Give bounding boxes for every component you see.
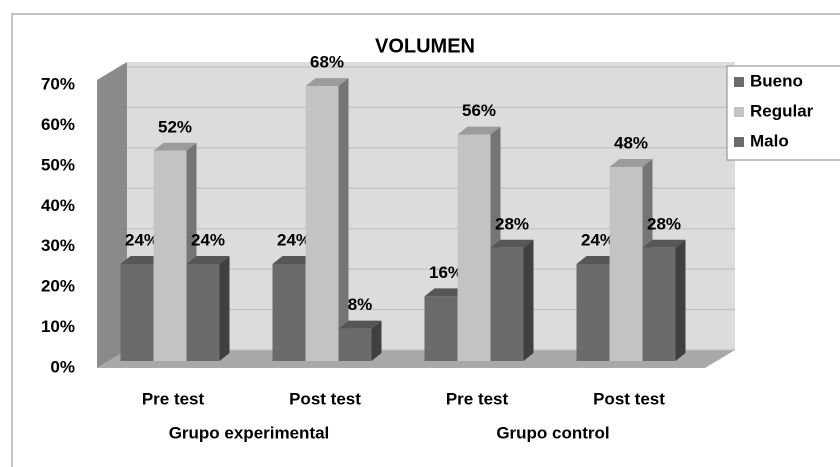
- bar-side: [675, 239, 686, 361]
- legend-swatch: [734, 137, 744, 147]
- bar-top: [153, 142, 197, 151]
- x-tick-label: Pre test: [446, 389, 509, 408]
- legend-swatch: [734, 107, 744, 117]
- value-label: 24%: [581, 230, 615, 249]
- value-label: 24%: [191, 230, 225, 249]
- bar-front: [338, 328, 372, 361]
- bar-top: [576, 255, 620, 264]
- bar-top: [120, 255, 164, 264]
- bar-side: [338, 78, 349, 361]
- group-label: Grupo control: [496, 423, 609, 442]
- bar-front: [153, 150, 187, 361]
- bar-top: [338, 320, 382, 329]
- y-tick-label: 60%: [41, 115, 75, 134]
- floor: [97, 350, 735, 368]
- legend-swatch: [734, 77, 744, 87]
- y-tick-label: 70%: [41, 74, 75, 93]
- value-label: 48%: [614, 133, 648, 152]
- value-label: 52%: [158, 117, 192, 136]
- bar-top: [609, 158, 653, 167]
- legend-label: Bueno: [750, 71, 803, 90]
- bar: [153, 142, 197, 361]
- side-wall: [97, 62, 127, 368]
- legend-box: [726, 65, 840, 161]
- bar-side: [219, 255, 230, 361]
- bar-front: [305, 86, 339, 361]
- x-tick-label: Post test: [289, 389, 361, 408]
- bar: [186, 255, 230, 361]
- bar-top: [272, 255, 316, 264]
- bar-side: [523, 239, 534, 361]
- value-label: 28%: [647, 214, 681, 233]
- bar: [642, 239, 686, 361]
- bar: [490, 239, 534, 361]
- group-label: Grupo experimental: [169, 423, 330, 442]
- bar-front: [272, 263, 306, 361]
- value-label: 24%: [125, 230, 159, 249]
- bar-top: [457, 126, 501, 135]
- bar-front: [457, 134, 491, 361]
- value-label: 56%: [462, 101, 496, 120]
- x-tick-label: Post test: [593, 389, 665, 408]
- bar-front: [576, 263, 610, 361]
- bar-front: [186, 263, 220, 361]
- y-tick-label: 50%: [41, 155, 75, 174]
- value-label: 16%: [429, 263, 463, 282]
- bar-top: [642, 239, 686, 248]
- value-label: 24%: [277, 230, 311, 249]
- bar-front: [609, 166, 643, 361]
- bar: [338, 320, 382, 361]
- bar-front: [120, 263, 154, 361]
- y-tick-label: 20%: [41, 277, 75, 296]
- value-label: 8%: [348, 295, 373, 314]
- y-tick-label: 30%: [41, 236, 75, 255]
- bar-top: [490, 239, 534, 248]
- value-label: 68%: [310, 53, 344, 72]
- bar-side: [371, 320, 382, 361]
- bar-front: [490, 247, 524, 361]
- x-tick-label: Pre test: [142, 389, 205, 408]
- y-tick-label: 0%: [50, 357, 75, 376]
- bar-front: [642, 247, 676, 361]
- bar-top: [424, 288, 468, 297]
- y-tick-label: 10%: [41, 317, 75, 336]
- value-label: 28%: [495, 214, 529, 233]
- y-tick-label: 40%: [41, 196, 75, 215]
- legend-label: Malo: [750, 131, 789, 150]
- legend-label: Regular: [750, 101, 814, 120]
- bar: [305, 78, 349, 361]
- bar-top: [305, 78, 349, 87]
- chart-title: VOLUMEN: [375, 35, 475, 57]
- bar-front: [424, 296, 458, 361]
- bar-top: [186, 255, 230, 264]
